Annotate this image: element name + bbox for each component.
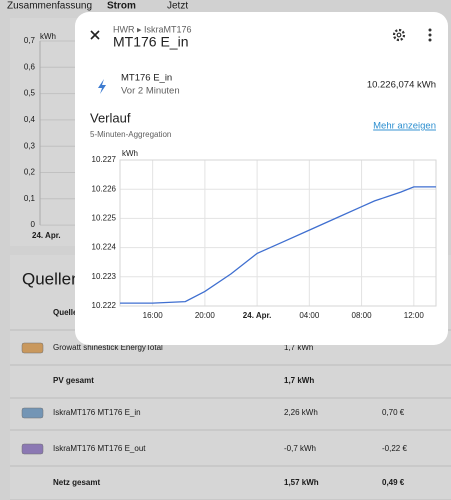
plot-frame <box>119 159 437 307</box>
y-tick-label: 0,2 <box>24 168 36 177</box>
x-tick-label: 20:00 <box>195 311 216 320</box>
entity-state: 10.226,074 kWh <box>367 80 436 91</box>
tab[interactable]: Zusammenfassung <box>7 1 92 12</box>
dot[interactable] <box>428 38 432 42</box>
source-energy: 1,7 kWh <box>284 376 314 385</box>
source-cost: -0,22 € <box>382 444 407 453</box>
tab-active[interactable]: Strom <box>107 1 136 12</box>
y-tick-label: 0,1 <box>24 194 36 203</box>
dot[interactable] <box>428 28 432 32</box>
source-name: IskraMT176 MT176 E_in <box>53 408 141 417</box>
source-name: PV gesamt <box>53 376 94 385</box>
y-tick-label: 0 <box>31 220 36 229</box>
color-swatch <box>21 443 44 455</box>
history-title: Verlauf <box>90 110 131 125</box>
y-tick-label: 10.226 <box>92 184 117 193</box>
chart-unit: kWh <box>122 149 138 158</box>
entity-updated: Vor 2 Minuten <box>121 86 180 97</box>
source-energy: -0,7 kWh <box>284 444 316 453</box>
source-name: IskraMT176 MT176 E_out <box>53 444 146 453</box>
history-line <box>120 186 436 304</box>
y-tick-label: 10.224 <box>92 243 117 252</box>
y-tick-label: 10.222 <box>92 301 117 310</box>
color-swatch <box>21 342 44 354</box>
y-tick-label: 10.223 <box>92 272 117 281</box>
x-label: 24. Apr. <box>32 231 61 240</box>
unit-label: kWh <box>40 32 56 41</box>
y-tick-label: 0,5 <box>24 89 36 98</box>
gear[interactable] <box>392 28 406 42</box>
color-swatch <box>21 407 44 419</box>
history-chart: 10.222 10.223 10.224 10.225 10.226 10.227 16:0… <box>92 155 437 320</box>
background-chart: 0,7 0,6 0,5 0,4 0,3 0,2 0,1 0 <box>24 36 80 229</box>
x-tick-label: 16:00 <box>143 311 164 320</box>
source-name: Growatt shinestick EnergyTotal <box>53 343 163 352</box>
close-icon[interactable] <box>90 30 100 40</box>
source-energy: 1,57 kWh <box>284 478 319 487</box>
source-energy: 1,7 kWh <box>284 343 313 352</box>
source-cost: 0,49 € <box>382 478 405 487</box>
entity-name: MT176 E_in <box>121 73 172 84</box>
source-name: Netz gesamt <box>53 478 100 487</box>
y-tick-label: 10.227 <box>92 155 117 164</box>
dialog-title: MT176 E_in <box>113 34 188 50</box>
y-tick-label: 0,3 <box>24 141 36 150</box>
energy-card <box>10 18 80 246</box>
source-cost: 0,70 € <box>382 408 405 417</box>
card-title: Quellen <box>22 269 81 288</box>
more-link[interactable]: Mehr anzeigen <box>373 121 436 132</box>
y-tick-label: 0,7 <box>24 36 36 45</box>
x-tick-label: 08:00 <box>352 311 373 320</box>
bolt-icon <box>98 79 106 94</box>
source-energy: 2,26 kWh <box>284 408 318 417</box>
sources-table: Growatt shinestick EnergyTotal 1,7 kWh PV … <box>10 329 451 500</box>
table-header: Quelle <box>53 308 78 317</box>
menu-icon[interactable] <box>428 28 432 42</box>
history-subtitle: 5-Minuten-Aggregation <box>90 130 171 139</box>
dialog <box>75 12 448 345</box>
breadcrumb: HWR ▸ IskraMT176 <box>113 24 192 34</box>
y-tick-label: 0,4 <box>24 115 36 124</box>
x-tick-label: 24. Apr. <box>243 311 272 320</box>
gear-hub[interactable] <box>396 32 402 38</box>
y-tick-label: 10.225 <box>92 214 117 223</box>
x-tick-label: 12:00 <box>404 311 425 320</box>
y-tick-label: 0,6 <box>24 62 36 71</box>
settings-icon[interactable] <box>392 28 406 42</box>
x-tick-label: 04:00 <box>299 311 320 320</box>
tab[interactable]: Jetzt <box>167 1 188 12</box>
dot[interactable] <box>428 33 432 37</box>
